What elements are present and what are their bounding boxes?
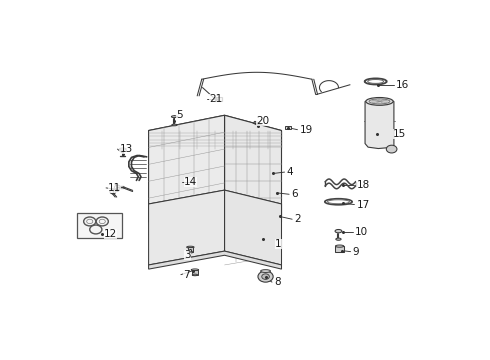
Text: 18: 18 [356,180,369,190]
Text: 2: 2 [294,214,301,224]
Polygon shape [224,190,281,265]
Ellipse shape [261,270,270,273]
Polygon shape [224,115,281,215]
Polygon shape [148,190,224,265]
Text: 4: 4 [287,167,293,177]
Text: 17: 17 [356,199,369,210]
Text: 10: 10 [355,227,368,237]
Ellipse shape [187,246,194,248]
Text: 1: 1 [275,239,282,249]
Ellipse shape [120,148,126,150]
Text: 6: 6 [291,189,297,199]
Polygon shape [148,115,224,215]
Text: 7: 7 [183,270,190,280]
Ellipse shape [336,245,344,247]
Bar [336,246,344,252]
Polygon shape [148,190,281,222]
Ellipse shape [366,98,393,105]
Bar [285,126,292,129]
Ellipse shape [172,124,177,126]
Ellipse shape [191,269,198,271]
Ellipse shape [192,274,197,276]
Polygon shape [148,115,281,149]
Text: 12: 12 [104,229,118,239]
Ellipse shape [172,116,177,118]
Text: 9: 9 [352,247,359,257]
Circle shape [386,145,397,153]
Text: 11: 11 [108,183,121,193]
Circle shape [262,274,270,279]
Text: 20: 20 [256,116,269,126]
Text: 5: 5 [176,110,183,120]
Text: 21: 21 [209,94,222,104]
Polygon shape [365,102,394,149]
Text: 15: 15 [393,129,406,139]
FancyBboxPatch shape [77,213,122,238]
Circle shape [258,271,273,282]
Ellipse shape [336,238,341,240]
Text: 3: 3 [184,250,191,260]
Text: 14: 14 [184,177,197,187]
Bar [215,97,222,101]
Bar [192,270,197,275]
Text: 19: 19 [299,125,313,135]
Text: 8: 8 [274,277,281,287]
Text: 16: 16 [395,80,409,90]
Ellipse shape [335,229,342,233]
Polygon shape [148,251,281,269]
Ellipse shape [188,251,193,253]
Text: 13: 13 [120,144,133,154]
Bar [188,247,193,252]
